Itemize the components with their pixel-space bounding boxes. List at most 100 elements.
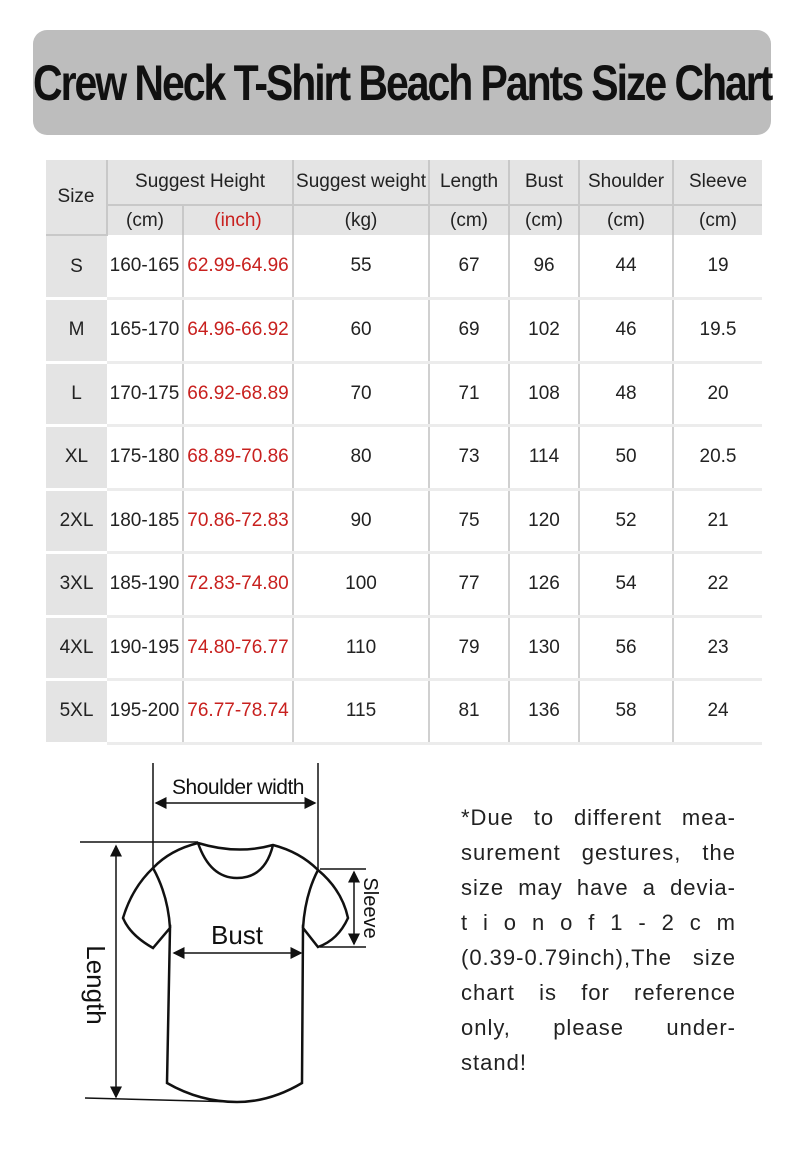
- cell-size: L: [46, 362, 107, 427]
- header-length: Length: [429, 160, 511, 206]
- cell-inch: 66.92-68.89: [183, 362, 295, 427]
- cell-weight: 60: [293, 298, 431, 364]
- cell-shoulder: 44: [579, 235, 675, 300]
- cell-inch: 74.80-76.77: [183, 616, 295, 681]
- cell-bust: 126: [509, 552, 581, 618]
- cell-cm: 180-185: [107, 489, 184, 554]
- cell-sleeve: 20: [673, 362, 763, 427]
- cell-shoulder: 52: [579, 489, 675, 554]
- header-shoulder: Shoulder: [579, 160, 675, 206]
- table-row: 2XL 180-185 70.86-72.83 90 75 120 52 21: [46, 489, 763, 554]
- cell-bust: 102: [509, 298, 581, 364]
- cell-length: 75: [429, 489, 511, 554]
- note-line: t i o n o f 1 - 2 c m: [461, 910, 736, 935]
- cell-weight: 115: [293, 679, 431, 745]
- cell-inch: 70.86-72.83: [183, 489, 295, 554]
- shoulder-width-label: Shoulder width: [172, 776, 304, 799]
- unit-height-cm: (cm): [107, 205, 184, 235]
- note-line: *Due to different mea-: [461, 805, 736, 830]
- table-row: S 160-165 62.99-64.96 55 67 96 44 19: [46, 235, 763, 300]
- cell-shoulder: 50: [579, 425, 675, 491]
- cell-bust: 114: [509, 425, 581, 491]
- cell-bust: 130: [509, 616, 581, 681]
- table-row: L 170-175 66.92-68.89 70 71 108 48 20: [46, 362, 763, 427]
- cell-cm: 160-165: [107, 235, 184, 300]
- cell-weight: 55: [293, 235, 431, 300]
- note-line: only, please under-: [461, 1015, 736, 1040]
- header-weight: Suggest weight: [293, 160, 431, 206]
- cell-inch: 68.89-70.86: [183, 425, 295, 491]
- cell-bust: 120: [509, 489, 581, 554]
- cell-shoulder: 54: [579, 552, 675, 618]
- bust-label: Bust: [211, 920, 264, 950]
- cell-inch: 72.83-74.80: [183, 552, 295, 618]
- size-chart-table: Size Suggest Height Suggest weight Lengt…: [46, 160, 763, 745]
- table-row: 3XL 185-190 72.83-74.80 100 77 126 54 22: [46, 552, 763, 618]
- cell-inch: 76.77-78.74: [183, 679, 295, 745]
- cell-weight: 110: [293, 616, 431, 681]
- cell-length: 77: [429, 552, 511, 618]
- cell-cm: 170-175: [107, 362, 184, 427]
- unit-sleeve: (cm): [673, 205, 763, 235]
- header-size: Size: [46, 160, 108, 236]
- page-title: Crew Neck T-Shirt Beach Pants Size Chart: [32, 54, 773, 111]
- cell-sleeve: 19: [673, 235, 763, 300]
- cell-length: 69: [429, 298, 511, 364]
- cell-length: 67: [429, 235, 511, 300]
- cell-sleeve: 23: [673, 616, 763, 681]
- cell-sleeve: 20.5: [673, 425, 763, 491]
- cell-weight: 70: [293, 362, 431, 427]
- title-banner: Crew Neck T-Shirt Beach Pants Size Chart: [32, 30, 773, 135]
- cell-size: S: [46, 235, 107, 300]
- cell-weight: 100: [293, 552, 431, 618]
- size-deviation-note: *Due to different mea-surement gestures,…: [461, 800, 736, 1080]
- cell-shoulder: 58: [579, 679, 675, 745]
- cell-sleeve: 21: [673, 489, 763, 554]
- table-row: 4XL 190-195 74.80-76.77 110 79 130 56 23: [46, 616, 763, 681]
- header-bust: Bust: [509, 160, 581, 206]
- sleeve-label: Sleeve: [359, 877, 381, 938]
- header-sleeve: Sleeve: [673, 160, 763, 206]
- cell-inch: 64.96-66.92: [183, 298, 295, 364]
- note-line: stand!: [461, 1050, 527, 1075]
- cell-size: M: [46, 298, 107, 364]
- cell-size: 3XL: [46, 552, 107, 618]
- cell-weight: 80: [293, 425, 431, 491]
- cell-cm: 175-180: [107, 425, 184, 491]
- unit-height-inch: (inch): [183, 205, 295, 235]
- note-line: chart is for reference: [461, 980, 736, 1005]
- cell-bust: 108: [509, 362, 581, 427]
- note-line: surement gestures, the: [461, 840, 736, 865]
- cell-bust: 136: [509, 679, 581, 745]
- cell-cm: 195-200: [107, 679, 184, 745]
- cell-length: 79: [429, 616, 511, 681]
- cell-length: 71: [429, 362, 511, 427]
- table-row: XL 175-180 68.89-70.86 80 73 114 50 20.5: [46, 425, 763, 491]
- cell-size: XL: [46, 425, 107, 491]
- cell-shoulder: 48: [579, 362, 675, 427]
- note-line: (0.39-0.79inch),The size: [461, 945, 736, 970]
- note-line: size may have a devia-: [461, 875, 736, 900]
- unit-bust: (cm): [509, 205, 581, 235]
- cell-length: 81: [429, 679, 511, 745]
- cell-sleeve: 22: [673, 552, 763, 618]
- cell-sleeve: 24: [673, 679, 763, 745]
- header-height: Suggest Height: [107, 160, 295, 206]
- cell-sleeve: 19.5: [673, 298, 763, 364]
- unit-shoulder: (cm): [579, 205, 675, 235]
- tshirt-outline: [121, 841, 350, 1104]
- cell-shoulder: 56: [579, 616, 675, 681]
- cell-size: 5XL: [46, 679, 107, 745]
- table-row: 5XL 195-200 76.77-78.74 115 81 136 58 24: [46, 679, 763, 745]
- table-row: M 165-170 64.96-66.92 60 69 102 46 19.5: [46, 298, 763, 364]
- length-label: Length: [81, 945, 111, 1025]
- cell-size: 2XL: [46, 489, 107, 554]
- cell-bust: 96: [509, 235, 581, 300]
- cell-length: 73: [429, 425, 511, 491]
- cell-cm: 165-170: [107, 298, 184, 364]
- cell-weight: 90: [293, 489, 431, 554]
- unit-weight: (kg): [293, 205, 431, 235]
- cell-cm: 190-195: [107, 616, 184, 681]
- measurement-lines: [80, 763, 366, 1103]
